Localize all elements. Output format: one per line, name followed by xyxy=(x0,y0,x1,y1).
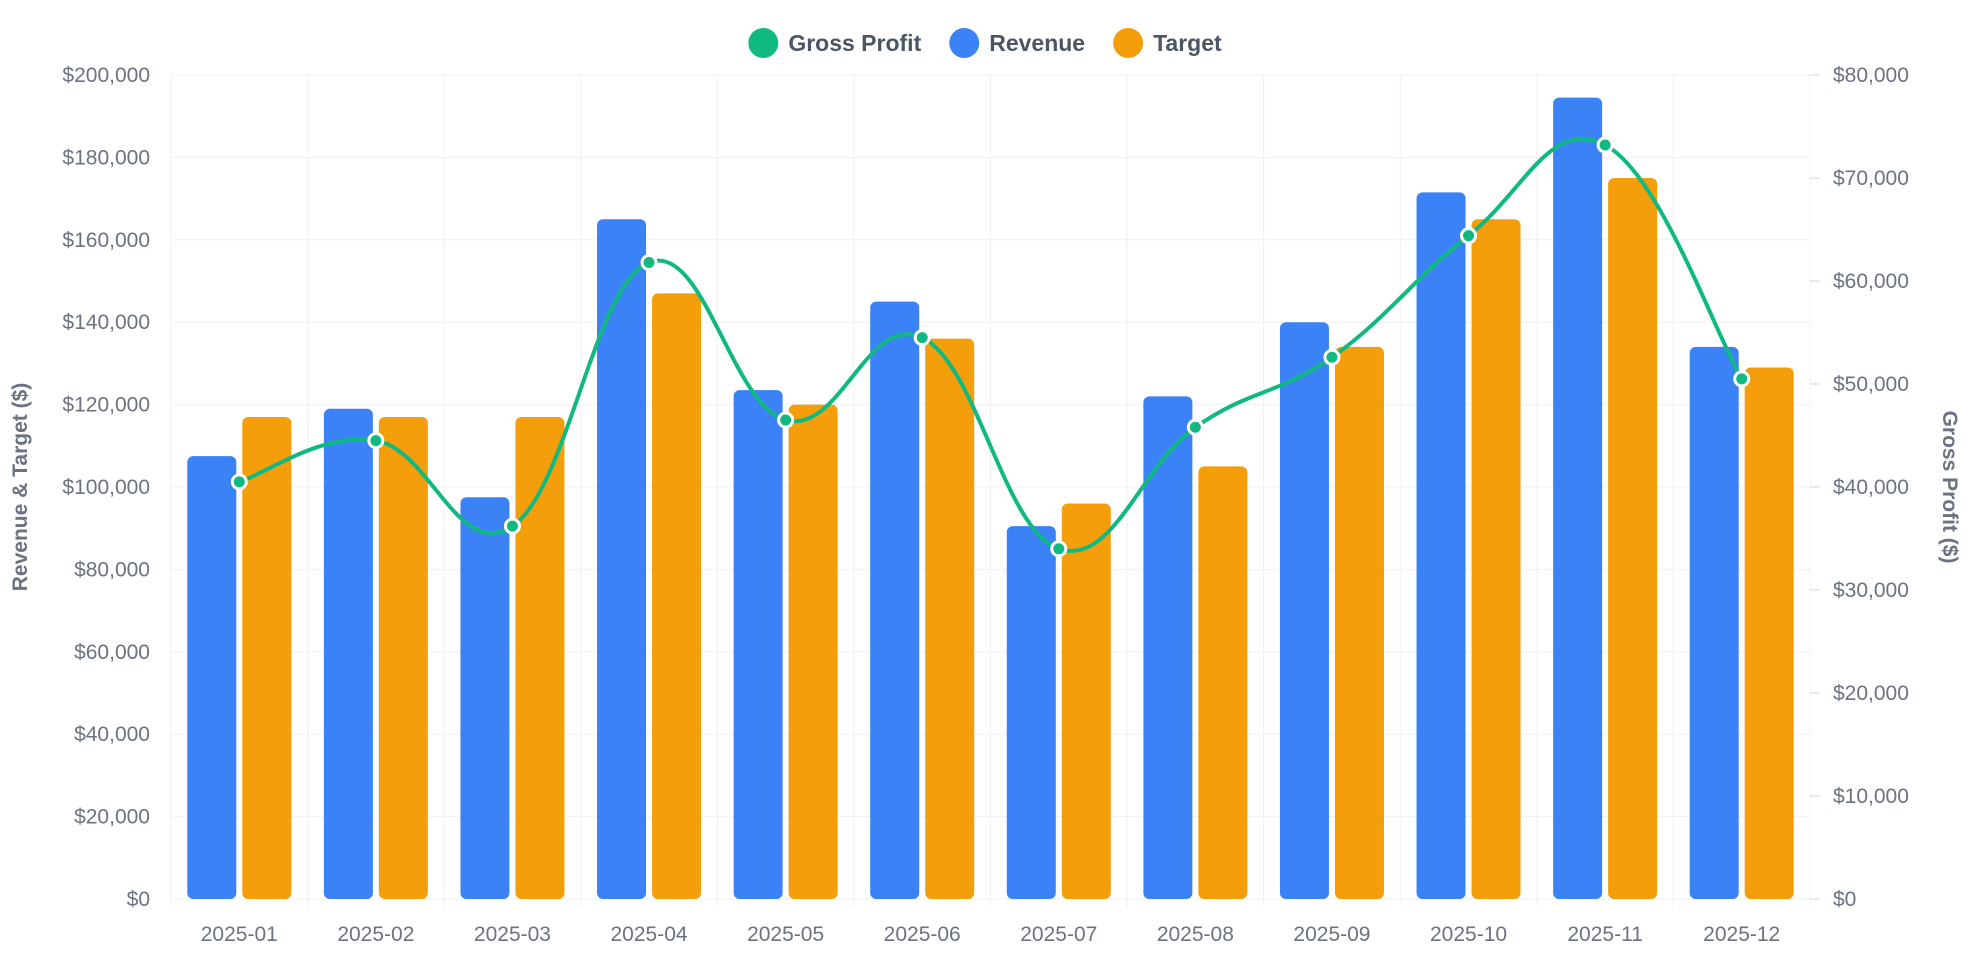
bar-revenue[interactable] xyxy=(1006,526,1056,899)
x-axis-ticks: 2025-01 2025-02 2025-03 2025-04 2025-05 2025-… xyxy=(201,923,1780,946)
left-tick-label: $120,000 xyxy=(62,394,150,417)
bar-revenue[interactable] xyxy=(1689,346,1739,899)
bar-target[interactable] xyxy=(925,338,975,899)
legend-marker xyxy=(949,28,980,58)
legend-item-gross-profit[interactable]: Gross Profit xyxy=(748,28,922,58)
left-axis-ticks: $0 $20,000 $40,000 $60,000 $80,000 $100,000 $1… xyxy=(62,64,150,911)
right-tick-label: $20,000 xyxy=(1833,682,1909,705)
right-tick-label: $50,000 xyxy=(1833,373,1909,396)
point-gross-profit[interactable] xyxy=(1050,540,1068,558)
bar-target[interactable] xyxy=(788,404,838,899)
bar-target[interactable] xyxy=(515,416,565,899)
grid xyxy=(170,74,1811,907)
point-gross-profit[interactable] xyxy=(1733,370,1751,388)
x-tick-label: 2025-02 xyxy=(337,923,414,946)
right-tick-label: $70,000 xyxy=(1833,167,1909,190)
bar-target[interactable] xyxy=(242,416,292,899)
left-tick-label: $160,000 xyxy=(62,229,150,252)
left-tick-label: $100,000 xyxy=(62,476,150,499)
bar-revenue[interactable] xyxy=(1553,97,1603,899)
bar-revenue[interactable] xyxy=(323,408,373,899)
point-gross-profit[interactable] xyxy=(1596,136,1614,154)
left-tick-label: $0 xyxy=(127,888,150,911)
bars xyxy=(187,97,1794,900)
legend-label: Revenue xyxy=(989,30,1085,56)
point-gross-profit[interactable] xyxy=(503,517,521,535)
legend-label: Gross Profit xyxy=(788,30,921,56)
x-tick-label: 2025-01 xyxy=(201,923,278,946)
bar-target[interactable] xyxy=(1061,503,1111,899)
left-tick-label: $140,000 xyxy=(62,311,150,334)
bar-target[interactable] xyxy=(1608,178,1658,899)
point-gross-profit[interactable] xyxy=(230,473,248,491)
point-gross-profit[interactable] xyxy=(640,253,658,271)
right-tick-label: $10,000 xyxy=(1833,785,1909,808)
legend-marker xyxy=(1113,28,1144,58)
bar-target[interactable] xyxy=(1334,346,1384,899)
legend: Gross Profit Revenue Target xyxy=(748,28,1222,58)
right-axis-title: Gross Profit ($) xyxy=(1938,411,1961,564)
point-gross-profit[interactable] xyxy=(1323,348,1341,366)
bar-target[interactable] xyxy=(378,416,428,899)
bar-revenue[interactable] xyxy=(187,456,237,899)
point-gross-profit[interactable] xyxy=(777,411,795,429)
x-tick-label: 2025-10 xyxy=(1430,923,1507,946)
x-tick-label: 2025-08 xyxy=(1157,923,1234,946)
legend-item-revenue[interactable]: Revenue xyxy=(949,28,1085,58)
right-tick-label: $40,000 xyxy=(1833,476,1909,499)
gross-profit-line xyxy=(230,136,1751,558)
legend-label: Target xyxy=(1153,30,1222,56)
left-tick-label: $200,000 xyxy=(62,64,150,87)
bar-revenue[interactable] xyxy=(1279,322,1329,899)
bar-revenue[interactable] xyxy=(733,390,783,899)
point-gross-profit[interactable] xyxy=(1186,418,1204,436)
bar-revenue[interactable] xyxy=(460,497,510,899)
x-tick-label: 2025-03 xyxy=(474,923,551,946)
right-tick-label: $60,000 xyxy=(1833,270,1909,293)
x-tick-label: 2025-12 xyxy=(1703,923,1780,946)
left-tick-label: $20,000 xyxy=(74,806,150,829)
x-tick-label: 2025-04 xyxy=(611,923,688,946)
bar-target[interactable] xyxy=(1471,219,1521,899)
right-tick-label: $80,000 xyxy=(1833,64,1909,87)
left-tick-label: $80,000 xyxy=(74,558,150,581)
bar-revenue[interactable] xyxy=(597,219,647,899)
bar-target[interactable] xyxy=(1744,367,1794,899)
left-tick-label: $180,000 xyxy=(62,146,150,169)
left-axis-title: Revenue & Target ($) xyxy=(9,383,32,592)
bar-target[interactable] xyxy=(652,293,702,899)
left-tick-label: $60,000 xyxy=(74,641,150,664)
legend-marker xyxy=(748,28,779,58)
bar-revenue[interactable] xyxy=(870,301,920,900)
x-tick-label: 2025-05 xyxy=(747,923,824,946)
x-tick-label: 2025-07 xyxy=(1020,923,1097,946)
bar-revenue[interactable] xyxy=(1143,396,1193,899)
x-tick-label: 2025-06 xyxy=(884,923,961,946)
x-tick-label: 2025-11 xyxy=(1567,923,1643,946)
point-gross-profit[interactable] xyxy=(913,329,931,347)
legend-item-target[interactable]: Target xyxy=(1113,28,1222,58)
point-gross-profit[interactable] xyxy=(1460,227,1478,245)
bar-revenue[interactable] xyxy=(1416,192,1466,900)
point-gross-profit[interactable] xyxy=(367,432,385,450)
bar-target[interactable] xyxy=(1198,466,1248,899)
left-tick-label: $40,000 xyxy=(74,723,150,746)
right-tick-label: $0 xyxy=(1833,888,1856,911)
right-tick-label: $30,000 xyxy=(1833,579,1909,602)
x-tick-label: 2025-09 xyxy=(1293,923,1370,946)
right-axis-ticks: $0 $10,000 $20,000 $30,000 $40,000 $50,000 $60… xyxy=(1810,64,1909,911)
